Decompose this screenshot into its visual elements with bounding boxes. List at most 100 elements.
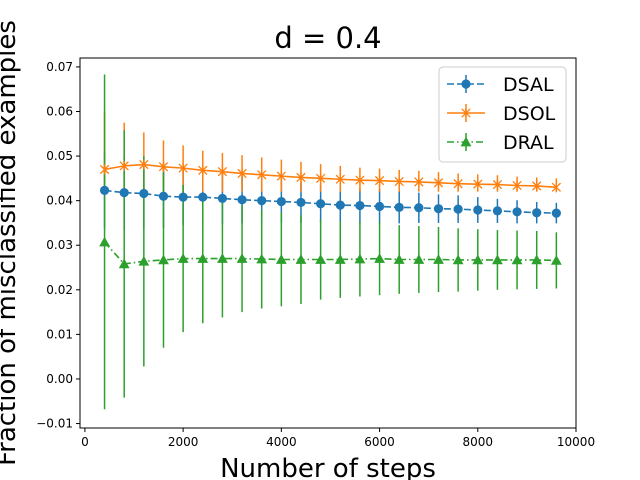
dral-point <box>354 253 366 264</box>
dsal-point <box>99 185 110 195</box>
dsol-point <box>158 161 169 172</box>
x-tick-label: 10000 <box>557 435 595 449</box>
dsal-point <box>394 202 404 212</box>
dsal-point <box>532 208 542 218</box>
dral-point <box>374 253 385 263</box>
dsal-point <box>374 201 385 212</box>
dsol-point <box>119 160 129 171</box>
dral-point <box>334 254 346 264</box>
x-tick-label: 2000 <box>168 435 199 449</box>
dsol-point <box>296 172 306 183</box>
x-tick-label: 0 <box>81 435 89 449</box>
dsol-point <box>414 176 424 187</box>
dsol-point <box>217 166 228 177</box>
dsol-point <box>335 174 345 185</box>
dral-point <box>295 254 307 264</box>
dsol-point <box>99 164 110 175</box>
dsol-point <box>315 173 326 184</box>
x-axis: 0 2000 4000 6000 8000 10000 <box>81 428 595 449</box>
y-tick-label: −0.01 <box>36 417 73 431</box>
legend-label-dral: DRAL <box>503 132 554 154</box>
dral-point <box>256 253 268 264</box>
y-tick-label: 0.07 <box>46 60 73 74</box>
dral-point <box>393 254 405 264</box>
legend-box <box>438 66 567 163</box>
legend-marker-dral <box>460 136 472 147</box>
dsol-point <box>139 159 149 170</box>
dsol-point <box>237 168 247 179</box>
dral-point <box>452 254 464 265</box>
dral-point <box>118 258 130 269</box>
y-tick-label: 0.05 <box>46 149 73 163</box>
dsal-point <box>512 207 522 217</box>
dsal-point <box>296 197 306 208</box>
series-markers <box>99 159 562 269</box>
y-axis-label: Fraction of misclassified examples <box>0 20 22 466</box>
dsol-point <box>512 180 522 191</box>
dsol-point <box>355 175 365 186</box>
dral-point <box>492 254 503 265</box>
dral-point <box>550 254 562 265</box>
dsol-point <box>433 177 444 188</box>
dral-point <box>158 254 169 265</box>
dsal-point <box>473 205 483 215</box>
chart-title: d = 0.4 <box>274 21 381 55</box>
dsal-point <box>433 204 444 214</box>
dral-point <box>138 255 150 266</box>
y-tick-label: 0.06 <box>46 104 73 118</box>
dsol-point <box>532 180 542 191</box>
y-tick-label: 0.00 <box>46 372 73 386</box>
dral-point <box>433 254 444 264</box>
dsol-point <box>453 178 463 189</box>
dral-point <box>275 254 287 264</box>
dral-point <box>531 254 543 265</box>
x-tick-label: 4000 <box>266 435 297 449</box>
dral-point <box>472 254 484 265</box>
dsal-point <box>316 199 326 209</box>
dsal-point <box>217 193 228 204</box>
dral-point <box>315 254 327 264</box>
dsal-point <box>139 188 149 199</box>
dral-point <box>99 236 110 247</box>
dral-point <box>413 254 425 264</box>
dsal-point <box>453 204 463 214</box>
y-tick-label: 0.02 <box>46 283 73 297</box>
dral-point <box>236 253 248 263</box>
dsal-point <box>551 208 561 218</box>
y-axis: −0.01 0.00 0.01 0.02 0.03 0.04 0.05 0.06 0.07 <box>36 60 80 431</box>
dsal-point <box>158 191 169 201</box>
dsol-point <box>473 179 483 190</box>
dsal-point <box>276 196 286 207</box>
y-tick-label: 0.03 <box>46 238 73 252</box>
plot-frame <box>79 57 577 429</box>
dral-point <box>511 254 523 265</box>
dsal-point <box>414 203 424 213</box>
dsal-point <box>257 196 267 206</box>
dsal-point <box>178 192 188 202</box>
dsol-point <box>551 182 562 193</box>
y-tick-label: 0.04 <box>46 194 73 208</box>
dsal-point <box>335 200 345 210</box>
dral-point <box>177 253 189 263</box>
dsol-point <box>178 163 188 174</box>
dsol-point <box>394 176 404 187</box>
dsol-point <box>257 169 267 180</box>
legend-label-dsol: DSOL <box>503 103 556 125</box>
dsal-point <box>237 195 247 205</box>
dsal-point <box>355 200 365 211</box>
dral-point <box>217 253 228 263</box>
legend-marker-dsol <box>461 107 471 119</box>
legend-marker-dsal <box>461 79 471 89</box>
legend-label-dsal: DSAL <box>503 74 554 96</box>
dsol-series-line <box>104 163 557 189</box>
legend: DSAL DSOL DRAL <box>438 66 567 163</box>
y-tick-label: 0.01 <box>46 327 73 341</box>
dsol-point <box>198 165 208 176</box>
x-tick-label: 6000 <box>364 435 395 449</box>
x-axis-label: Number of steps <box>220 454 436 480</box>
dral-point <box>197 253 209 263</box>
dral-series-line <box>103 241 557 265</box>
dsal-point <box>198 192 208 202</box>
dsol-point <box>374 175 385 186</box>
